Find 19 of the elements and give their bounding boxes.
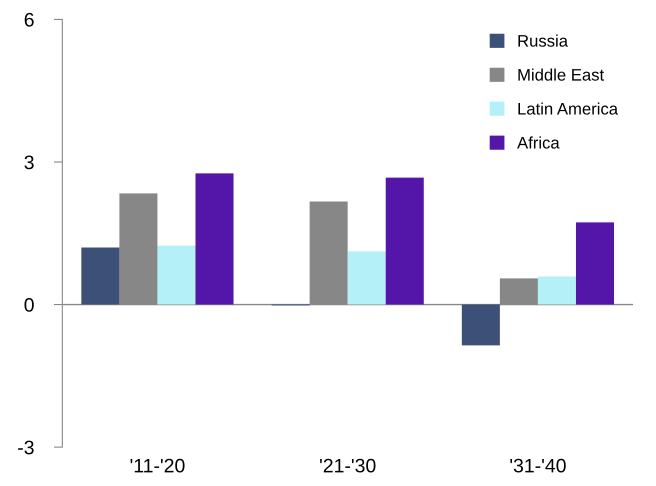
legend-label: Russia	[518, 34, 568, 47]
legend-label: Africa	[517, 136, 560, 149]
bar	[348, 251, 386, 305]
y-tick-label: 6	[24, 12, 34, 27]
x-tick-label: '31-'40	[510, 458, 566, 473]
bar	[157, 246, 196, 305]
bar	[386, 178, 424, 305]
bar	[195, 173, 234, 305]
bar	[576, 222, 614, 305]
y-tick-label: -3	[18, 440, 34, 454]
bar	[538, 276, 576, 305]
legend-label: Latin America	[518, 102, 618, 115]
bar	[462, 304, 500, 346]
bar	[81, 248, 120, 305]
x-tick-label: '21-'30	[320, 458, 376, 473]
y-tick-label: 0	[24, 298, 34, 312]
x-tick-label: '11-'20	[130, 458, 185, 473]
legend-label: Middle East	[518, 68, 604, 81]
y-tick-label: 3	[24, 155, 34, 170]
